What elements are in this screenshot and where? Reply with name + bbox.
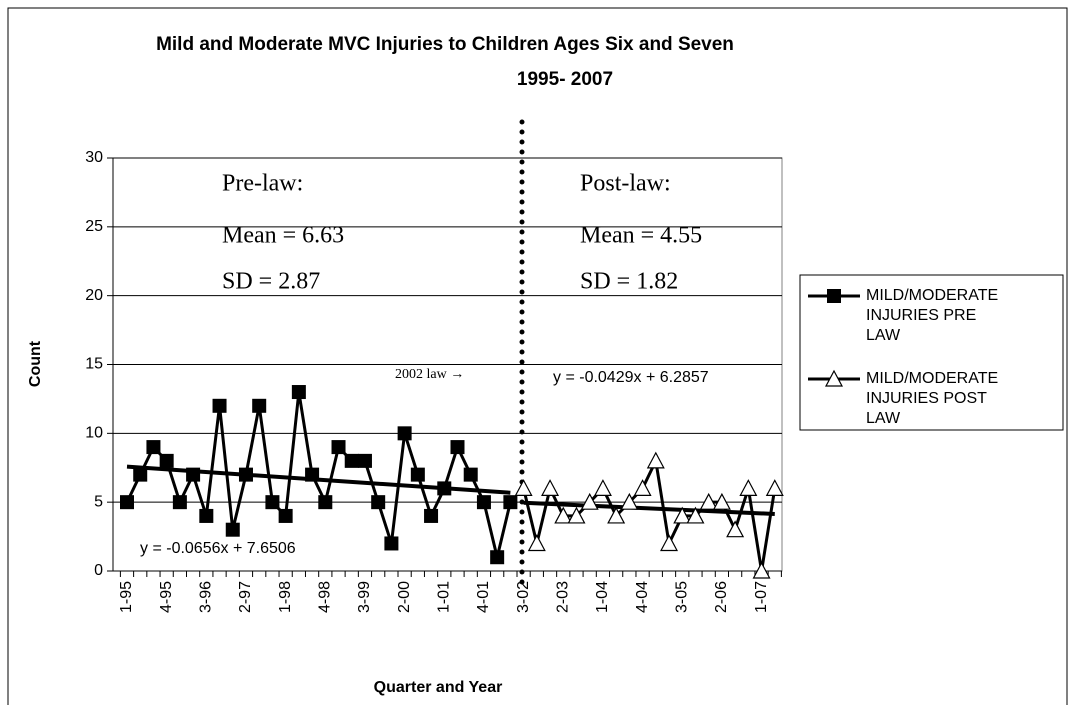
point (238, 467, 253, 482)
point (133, 467, 148, 482)
point (514, 479, 533, 496)
x-tick-label: 2-06 (713, 581, 730, 613)
x-tick-label: 2-97 (237, 581, 254, 613)
point (739, 479, 758, 496)
legend-label: MILD/MODERATE INJURIES PRE LAW (866, 287, 998, 344)
annotation: 2002 law → (395, 367, 464, 382)
y-tick-label: 20 (85, 287, 103, 304)
x-tick-label: 4-98 (317, 581, 334, 613)
point (384, 536, 399, 551)
annotation: Pre-law: (222, 171, 303, 197)
point (186, 467, 201, 482)
point (476, 495, 491, 510)
x-tick-label: 4-95 (158, 581, 175, 613)
x-tick-label: 2-03 (554, 581, 571, 613)
point (252, 398, 267, 413)
point (318, 495, 333, 510)
point (567, 506, 586, 524)
point (673, 506, 692, 524)
point (503, 495, 518, 510)
point (554, 506, 573, 524)
point (172, 495, 187, 510)
point (437, 481, 452, 496)
point (331, 440, 346, 455)
legend-marker (825, 369, 843, 387)
x-axis-label: Quarter and Year (374, 679, 503, 696)
point (278, 508, 293, 523)
point (120, 495, 134, 510)
point (146, 440, 161, 455)
point (620, 492, 639, 510)
point (371, 495, 386, 510)
x-tick-label: 1-07 (753, 581, 770, 613)
legend-marker (827, 289, 841, 303)
y-tick-label: 10 (85, 425, 103, 442)
y-tick-label: 25 (85, 218, 103, 235)
point (424, 508, 439, 523)
point (410, 467, 425, 482)
x-tick-label: 2-00 (396, 581, 413, 613)
point (607, 506, 626, 524)
point (357, 453, 372, 468)
point (699, 492, 718, 510)
y-tick-label: 30 (85, 149, 103, 166)
point (159, 453, 174, 468)
point (527, 534, 546, 552)
point (463, 467, 478, 482)
x-tick-label: 1-01 (435, 581, 452, 613)
y-tick-label: 0 (94, 562, 103, 579)
point (305, 467, 320, 482)
legend-box (799, 274, 1064, 431)
chart-subtitle: 1995- 2007 (517, 69, 613, 90)
point (752, 561, 771, 579)
trend-label: y = -0.0656x + 7.6506 (140, 540, 296, 557)
trend-label: y = -0.0429x + 6.2857 (553, 369, 709, 386)
point (541, 479, 560, 496)
point (580, 492, 599, 510)
x-tick-label: 3-96 (198, 581, 215, 613)
point (765, 479, 784, 496)
point (712, 492, 731, 510)
annotation: Post-law: (580, 171, 671, 197)
point (291, 385, 306, 400)
point (344, 453, 359, 468)
annotation: SD = 1.82 (580, 269, 678, 295)
point (265, 495, 280, 510)
x-tick-label: 1-95 (118, 581, 135, 613)
x-tick-label: 3-05 (673, 581, 690, 613)
point (633, 479, 652, 496)
point (490, 550, 505, 565)
y-axis-label: Count (27, 340, 44, 387)
point (397, 426, 412, 441)
point (212, 398, 227, 413)
annotation: SD = 2.87 (222, 269, 320, 295)
point (593, 479, 612, 496)
y-tick-label: 15 (85, 356, 103, 373)
y-tick-label: 5 (94, 493, 103, 510)
point (450, 440, 465, 455)
point (726, 520, 745, 538)
point (199, 508, 214, 523)
chart-border (7, 7, 1068, 705)
x-tick-label: 1-98 (277, 581, 294, 613)
x-tick-label: 3-02 (515, 581, 532, 613)
legend-label: MILD/MODERATE INJURIES POST LAW (866, 370, 998, 427)
x-tick-label: 4-04 (634, 581, 651, 613)
point (646, 451, 665, 469)
x-tick-label: 4-01 (475, 581, 492, 613)
point (686, 506, 705, 524)
x-tick-label: 1-04 (594, 581, 611, 613)
point (225, 522, 240, 537)
chart-title: Mild and Moderate MVC Injuries to Childr… (156, 34, 734, 55)
trend-line (523, 500, 775, 516)
point (660, 534, 679, 552)
x-tick-label: 3-99 (356, 581, 373, 613)
